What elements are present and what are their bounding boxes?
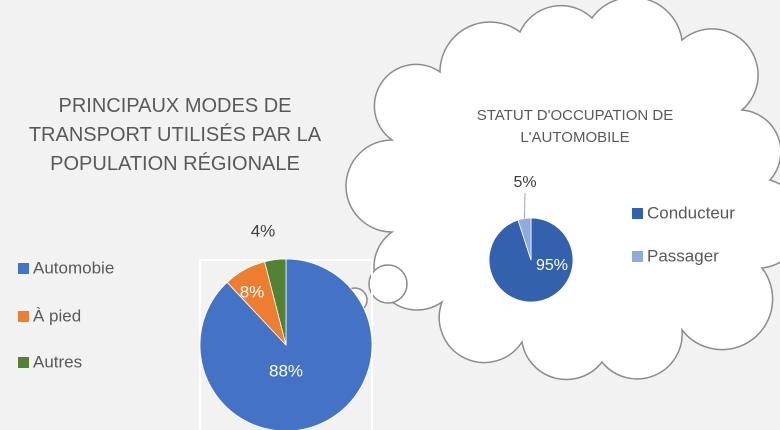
legend-label: À pied <box>33 306 81 325</box>
data-label: 4% <box>251 221 276 240</box>
chart-title: STATUT D'OCCUPATION DE L'AUTOMOBILE <box>470 105 680 149</box>
chart: 88% 8% 4% Automobie À pied Autres 95% 5% Conduct… <box>0 0 780 430</box>
legend-label: Autres <box>33 352 82 371</box>
legend-swatch <box>632 251 643 262</box>
legend-swatch <box>18 263 29 274</box>
leader-line <box>524 193 525 219</box>
data-label: 95% <box>536 257 568 274</box>
legend-label: Automobie <box>33 258 114 277</box>
data-label: 8% <box>240 282 265 301</box>
thought-cloud <box>346 0 780 380</box>
legend-label: Passager <box>647 246 719 265</box>
chart-title: PRINCIPAUX MODES DE TRANSPORT UTILISÉS P… <box>10 92 340 179</box>
legend-swatch <box>18 311 29 322</box>
thought-bubble <box>369 265 407 303</box>
data-label: 88% <box>269 361 303 380</box>
data-label: 5% <box>513 174 536 191</box>
legend-swatch <box>18 357 29 368</box>
page: 88% 8% 4% Automobie À pied Autres 95% 5% Conduct… <box>0 0 780 430</box>
legend-label: Conducteur <box>647 203 735 222</box>
legend-swatch <box>632 208 643 219</box>
